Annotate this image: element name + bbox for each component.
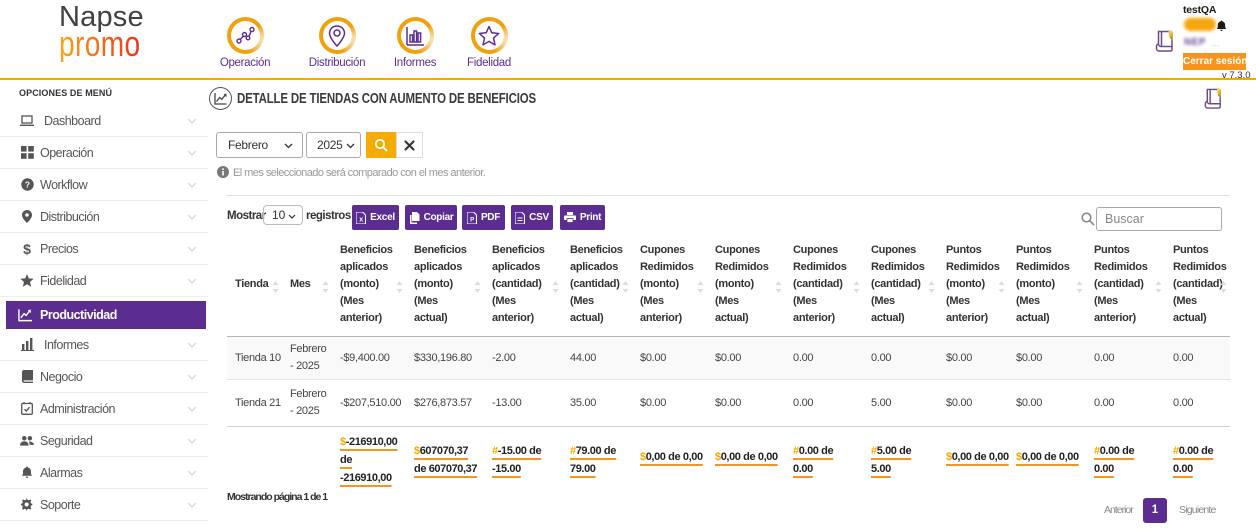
svg-text:?: ? (24, 180, 29, 190)
svg-text:x: x (359, 216, 363, 223)
svg-text:P: P (470, 217, 474, 223)
